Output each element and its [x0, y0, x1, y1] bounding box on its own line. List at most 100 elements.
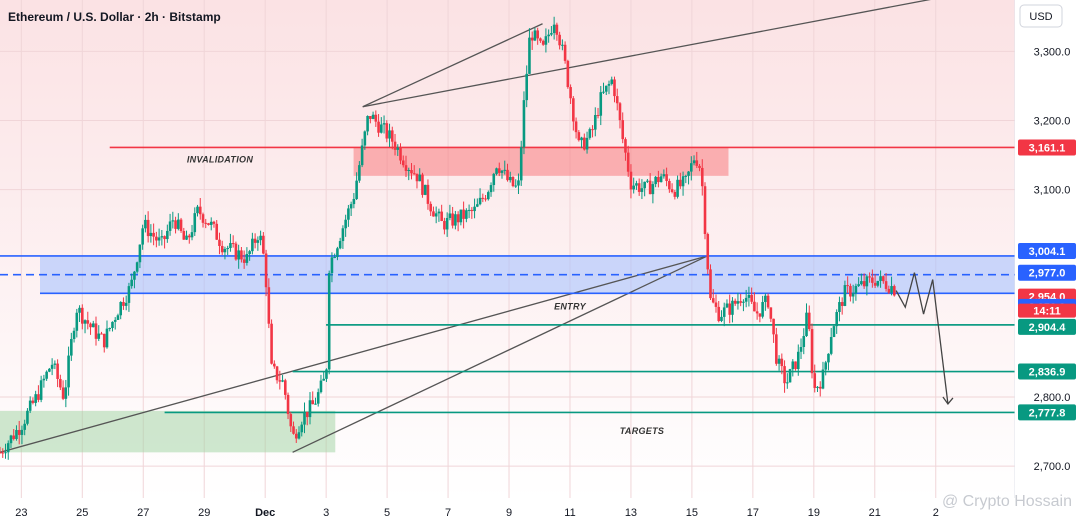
candle-body	[157, 237, 161, 241]
candle-body	[163, 236, 166, 240]
candle-body	[209, 221, 213, 225]
candle-body	[133, 271, 136, 280]
candle-body	[155, 236, 158, 241]
candle-body	[305, 411, 309, 418]
candle-body	[722, 307, 726, 317]
candle-body	[330, 257, 334, 274]
candle-body	[31, 400, 35, 403]
candle-body	[621, 120, 625, 140]
badge-label: 2,904.4	[1029, 322, 1067, 334]
candle-body	[204, 222, 208, 224]
candle-body	[646, 180, 649, 182]
candle-body	[511, 176, 515, 187]
candle-body	[775, 334, 778, 364]
candle-body	[539, 38, 542, 41]
candle-body	[273, 363, 276, 367]
candle-body	[810, 329, 814, 374]
watermark-text: @ Crypto Hossain	[942, 493, 1072, 510]
countdown-badge: 14:11	[1018, 303, 1076, 318]
candle-body	[626, 152, 630, 172]
candle-body	[654, 176, 657, 185]
candle-body	[327, 273, 331, 370]
candle-body	[437, 211, 441, 214]
candle-body	[371, 114, 375, 119]
badge-label: 3,004.1	[1029, 246, 1066, 258]
candle-body	[146, 219, 150, 237]
candle-body	[94, 323, 98, 339]
candle-body	[297, 432, 301, 439]
candle-body	[824, 362, 828, 370]
candle-body	[580, 137, 583, 141]
candle-body	[629, 171, 633, 190]
candle-body	[593, 115, 597, 130]
candle-body	[506, 169, 509, 181]
candle-body	[517, 180, 520, 186]
candle-body	[245, 253, 249, 263]
candle-body	[821, 369, 825, 389]
candle-body	[544, 36, 548, 45]
price-badge: 2,836.9	[1018, 363, 1076, 380]
candle-body	[240, 250, 243, 260]
candle-body	[871, 277, 874, 283]
candle-body	[879, 276, 882, 281]
candle-body	[618, 103, 622, 121]
candle-body	[135, 262, 139, 272]
currency-label: USD	[1029, 11, 1052, 23]
candle-body	[796, 351, 800, 370]
candle-body	[700, 167, 704, 187]
candle-body	[802, 336, 806, 348]
candle-body	[829, 337, 833, 354]
x-tick-label: 15	[686, 507, 698, 519]
candle-body	[758, 313, 762, 317]
candle-body	[218, 239, 221, 246]
candle-body	[736, 301, 740, 304]
candle-body	[138, 244, 142, 263]
candle-body	[876, 280, 880, 286]
y-tick-label: 2,700.0	[1034, 461, 1071, 473]
candle-body	[64, 387, 68, 399]
candle-body	[684, 175, 688, 177]
candle-body	[412, 173, 416, 175]
candle-body	[108, 328, 112, 330]
candle-body	[569, 87, 572, 99]
candle-body	[448, 213, 452, 218]
candle-body	[144, 219, 147, 229]
candle-body	[102, 333, 106, 348]
candle-body	[558, 34, 561, 46]
candle-body	[807, 312, 811, 330]
candle-body	[23, 423, 26, 430]
candle-body	[6, 443, 10, 453]
candle-body	[314, 403, 317, 405]
x-tick-label: 29	[198, 507, 210, 519]
candle-body	[456, 214, 460, 223]
currency-button[interactable]: USD	[1019, 4, 1063, 28]
candle-body	[45, 371, 48, 379]
candle-body	[426, 184, 430, 204]
candle-body	[223, 248, 227, 253]
candle-body	[794, 361, 797, 370]
candle-body	[632, 185, 635, 190]
y-tick-label: 3,300.0	[1034, 46, 1071, 58]
x-tick-label: Dec	[255, 507, 275, 519]
candle-body	[574, 121, 578, 133]
candle-body	[322, 378, 326, 381]
candle-body	[75, 312, 79, 331]
candle-body	[813, 373, 817, 388]
candle-body	[39, 380, 43, 400]
candle-body	[434, 213, 438, 217]
candle-body	[591, 129, 594, 131]
candle-body	[410, 170, 413, 174]
candle-body	[124, 302, 128, 306]
candle-body	[407, 170, 411, 172]
candle-body	[555, 24, 559, 35]
candle-body	[226, 248, 229, 250]
candle-body	[171, 220, 175, 222]
candle-body	[563, 44, 567, 61]
candle-body	[179, 219, 183, 231]
candle-body	[149, 232, 153, 237]
candle-body	[610, 79, 614, 84]
candle-body	[251, 238, 254, 252]
candle-body	[572, 98, 575, 122]
